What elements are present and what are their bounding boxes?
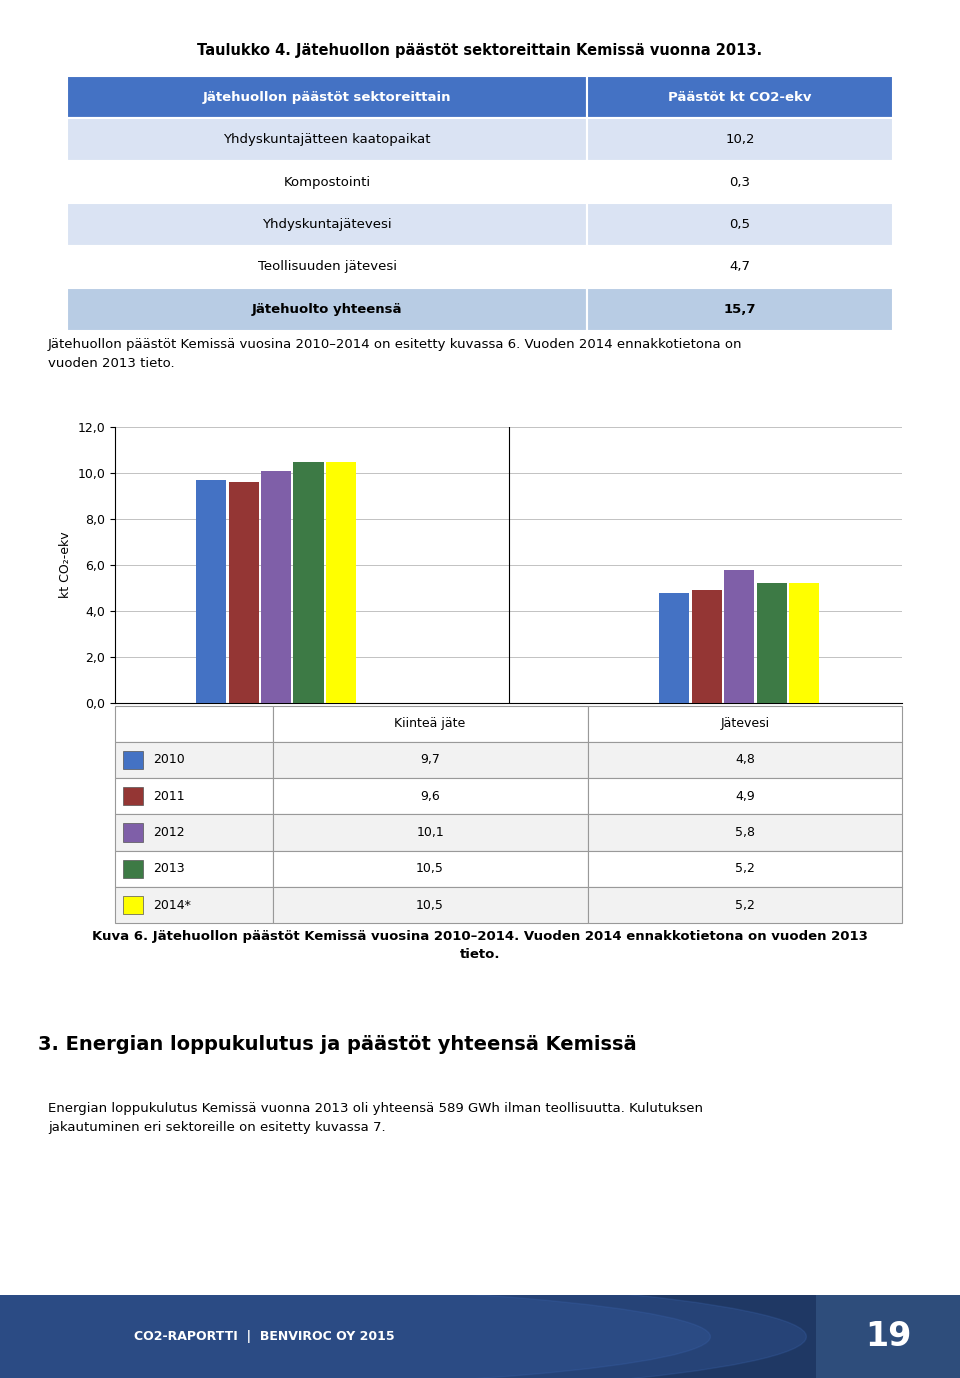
Bar — [588, 161, 893, 204]
Bar — [588, 119, 893, 161]
Text: Kiinteä jäte: Kiinteä jäte — [395, 717, 466, 730]
Text: 2011: 2011 — [153, 790, 184, 803]
Bar — [67, 204, 588, 245]
Text: 19: 19 — [865, 1320, 911, 1353]
Bar — [123, 896, 143, 914]
Bar — [588, 288, 893, 331]
Bar — [67, 76, 588, 119]
Bar — [67, 288, 588, 331]
Text: Jätehuollon päästöt sektoreittain: Jätehuollon päästöt sektoreittain — [203, 91, 451, 103]
Bar — [115, 887, 273, 923]
Bar — [724, 569, 755, 703]
Text: 15,7: 15,7 — [724, 303, 756, 316]
Text: Päästöt kt CO2-ekv: Päästöt kt CO2-ekv — [668, 91, 812, 103]
Bar — [273, 779, 588, 814]
Text: 4,7: 4,7 — [730, 260, 751, 273]
Bar — [115, 850, 273, 887]
Bar — [692, 590, 722, 703]
Bar — [273, 741, 588, 779]
Text: Yhdyskuntajätteen kaatopaikat: Yhdyskuntajätteen kaatopaikat — [224, 134, 431, 146]
Text: 2012: 2012 — [153, 825, 184, 839]
Text: Jätehuollon päästöt Kemissä vuosina 2010–2014 on esitetty kuvassa 6. Vuoden 2014: Jätehuollon päästöt Kemissä vuosina 2010… — [48, 338, 742, 369]
Text: 2010: 2010 — [153, 754, 184, 766]
Bar — [588, 76, 893, 119]
Text: 2013: 2013 — [153, 863, 184, 875]
Text: Kuva 6. Jätehuollon päästöt Kemissä vuosina 2010–2014. Vuoden 2014 ennakkotieton: Kuva 6. Jätehuollon päästöt Kemissä vuos… — [92, 930, 868, 960]
Bar — [660, 593, 689, 703]
Y-axis label: kt CO₂-ekv: kt CO₂-ekv — [60, 532, 72, 598]
Bar — [588, 814, 902, 850]
Bar — [588, 741, 902, 779]
Bar — [789, 583, 819, 703]
Bar — [228, 482, 259, 703]
Bar — [756, 583, 786, 703]
Circle shape — [0, 1283, 710, 1378]
Bar — [261, 471, 291, 703]
Text: Teollisuuden jätevesi: Teollisuuden jätevesi — [258, 260, 396, 273]
Text: 10,5: 10,5 — [416, 898, 444, 912]
Text: 5,2: 5,2 — [735, 898, 755, 912]
Text: Jätevesi: Jätevesi — [720, 717, 770, 730]
Text: 10,2: 10,2 — [726, 134, 755, 146]
Text: 4,9: 4,9 — [735, 790, 755, 803]
Bar — [115, 741, 273, 779]
Bar — [115, 779, 273, 814]
Bar — [325, 462, 356, 703]
Bar — [273, 706, 588, 741]
Text: Kompostointi: Kompostointi — [284, 175, 371, 189]
Text: 9,7: 9,7 — [420, 754, 440, 766]
Text: 2014*: 2014* — [153, 898, 191, 912]
Bar — [588, 887, 902, 923]
Bar — [67, 245, 588, 288]
Circle shape — [0, 1271, 806, 1378]
Bar — [115, 814, 273, 850]
Bar — [123, 787, 143, 805]
Bar — [294, 462, 324, 703]
Bar — [273, 887, 588, 923]
Text: 3. Energian loppukulutus ja päästöt yhteensä Kemissä: 3. Energian loppukulutus ja päästöt yhte… — [38, 1035, 637, 1054]
Text: 9,6: 9,6 — [420, 790, 440, 803]
Text: Jätehuolto yhteensä: Jätehuolto yhteensä — [252, 303, 402, 316]
Bar — [123, 751, 143, 769]
Bar — [588, 245, 893, 288]
Text: Energian loppukulutus Kemissä vuonna 2013 oli yhteensä 589 GWh ilman teollisuutt: Energian loppukulutus Kemissä vuonna 201… — [48, 1102, 703, 1134]
Bar — [115, 706, 273, 741]
Text: 4,8: 4,8 — [735, 754, 755, 766]
Bar — [123, 824, 143, 842]
Text: CO2-RAPORTTI  |  BENVIROC OY 2015: CO2-RAPORTTI | BENVIROC OY 2015 — [134, 1330, 395, 1344]
Bar — [588, 706, 902, 741]
Bar — [196, 480, 227, 703]
Bar — [273, 850, 588, 887]
Text: 10,1: 10,1 — [417, 825, 444, 839]
Bar — [816, 1295, 960, 1378]
Text: Taulukko 4. Jätehuollon päästöt sektoreittain Kemissä vuonna 2013.: Taulukko 4. Jätehuollon päästöt sektorei… — [198, 44, 762, 58]
Bar — [123, 860, 143, 878]
Bar — [588, 779, 902, 814]
Bar — [67, 161, 588, 204]
Bar — [0, 1295, 816, 1378]
Bar — [588, 850, 902, 887]
Text: Yhdyskuntajätevesi: Yhdyskuntajätevesi — [262, 218, 392, 232]
Text: 5,2: 5,2 — [735, 863, 755, 875]
Bar — [588, 204, 893, 245]
Text: 0,5: 0,5 — [730, 218, 751, 232]
Text: 5,8: 5,8 — [735, 825, 755, 839]
Text: 0,3: 0,3 — [730, 175, 751, 189]
Bar — [273, 814, 588, 850]
Text: 10,5: 10,5 — [416, 863, 444, 875]
Bar — [67, 119, 588, 161]
